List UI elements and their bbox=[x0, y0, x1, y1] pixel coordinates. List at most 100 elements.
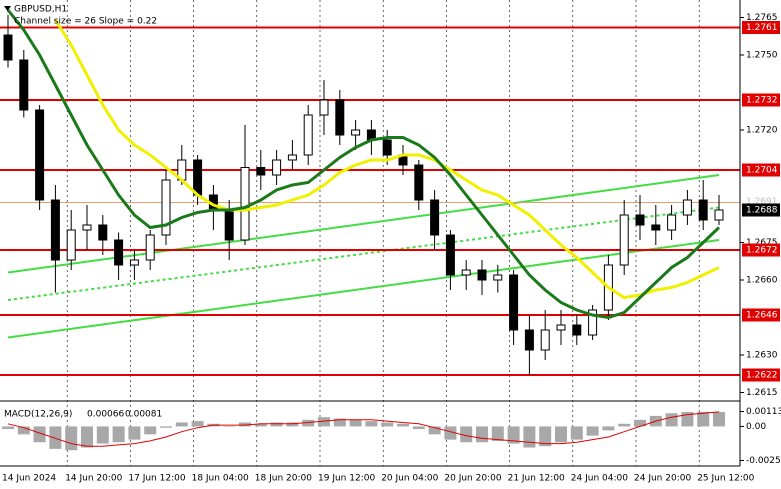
bar bbox=[634, 419, 646, 427]
level-label: 1.2672 bbox=[746, 246, 778, 256]
candle-body bbox=[35, 109, 45, 201]
candle-body bbox=[319, 99, 329, 116]
macd-value: 0.00066 bbox=[87, 410, 124, 420]
bar bbox=[349, 419, 362, 427]
x-tick-label: 24 Jun 04:00 bbox=[571, 474, 628, 484]
candle-body bbox=[335, 99, 345, 136]
bar bbox=[81, 426, 93, 448]
level-label: 1.2646 bbox=[746, 311, 778, 321]
chart-subtitle: Channel size = 26 Slope = 0.22 bbox=[14, 17, 157, 27]
bar bbox=[112, 426, 125, 443]
y-tick-label: 1.2615 bbox=[746, 388, 778, 398]
x-tick-label: 17 Jun 12:00 bbox=[128, 474, 185, 484]
candle-body bbox=[351, 129, 361, 136]
candle-body bbox=[145, 234, 155, 261]
candle-body bbox=[414, 164, 424, 201]
level-label-bg bbox=[742, 308, 780, 322]
bar bbox=[539, 426, 552, 447]
line bbox=[7, 174, 720, 274]
bid-label: 1.2688 bbox=[746, 206, 778, 216]
chart-title: GBPUSD,H1 bbox=[14, 5, 67, 15]
level-label-bg bbox=[742, 243, 780, 257]
macd-title: MACD(12,26,9) bbox=[4, 410, 72, 420]
bar bbox=[713, 411, 725, 427]
candle-body bbox=[667, 214, 677, 231]
candle-body bbox=[193, 159, 203, 196]
candle-body bbox=[272, 159, 282, 176]
candle-body bbox=[287, 154, 297, 161]
candle-body bbox=[477, 269, 487, 281]
bar bbox=[555, 426, 567, 443]
candle-body bbox=[714, 209, 724, 221]
candle-body bbox=[303, 114, 313, 156]
bar bbox=[254, 423, 267, 427]
bar bbox=[128, 426, 141, 440]
y-tick-label: 1.2630 bbox=[746, 351, 778, 361]
x-tick-label: 21 Jun 12:00 bbox=[508, 474, 565, 484]
candle-body bbox=[635, 214, 645, 226]
line bbox=[7, 239, 720, 339]
level-label: 1.2761 bbox=[746, 23, 778, 33]
level-label-bg bbox=[742, 93, 780, 107]
candle-body bbox=[651, 224, 661, 231]
y-tick-label: 1.2720 bbox=[746, 126, 778, 136]
candle-body bbox=[66, 229, 76, 261]
bar bbox=[507, 426, 520, 444]
bar bbox=[144, 426, 157, 435]
candle-body bbox=[82, 224, 92, 231]
bar bbox=[17, 426, 30, 435]
x-tick-label: 24 Jun 20:00 bbox=[634, 474, 691, 484]
bar bbox=[460, 426, 473, 443]
y-tick-label: 1.2765 bbox=[746, 13, 778, 23]
candle-body bbox=[114, 239, 124, 266]
x-tick-label: 19 Jun 12:00 bbox=[318, 474, 375, 484]
bar bbox=[175, 422, 188, 427]
candle-body bbox=[493, 274, 503, 281]
level-label-bg bbox=[742, 21, 780, 34]
candle-body bbox=[98, 224, 108, 241]
candle-body bbox=[430, 199, 440, 236]
bar bbox=[2, 426, 14, 430]
price-panel bbox=[0, 9, 740, 376]
bar bbox=[665, 413, 678, 427]
bar bbox=[318, 417, 330, 427]
bar bbox=[397, 423, 409, 427]
bar bbox=[428, 426, 441, 435]
bar bbox=[586, 426, 599, 436]
y-tick-label: 0.00 bbox=[746, 422, 766, 432]
bar bbox=[33, 426, 46, 443]
macd-panel bbox=[2, 411, 725, 451]
bar bbox=[160, 426, 172, 428]
level-label-bg bbox=[742, 368, 780, 382]
bar bbox=[412, 426, 425, 430]
candle-body bbox=[3, 34, 13, 61]
candle-body bbox=[588, 309, 598, 336]
candle-body bbox=[509, 274, 519, 331]
bar bbox=[476, 426, 488, 443]
candle-body bbox=[572, 324, 582, 336]
bar bbox=[491, 426, 504, 441]
x-tick-label: 20 Jun 20:00 bbox=[444, 474, 501, 484]
candle-body bbox=[129, 259, 139, 266]
candle-body bbox=[224, 209, 234, 241]
bar bbox=[49, 426, 62, 449]
bar bbox=[697, 411, 710, 427]
bar bbox=[365, 421, 378, 427]
symbol-icon bbox=[4, 6, 11, 11]
y-tick-label: 1.2675 bbox=[746, 238, 778, 248]
ask-label: 1.2691 bbox=[746, 197, 778, 207]
bar bbox=[270, 422, 283, 427]
line bbox=[54, 19, 720, 300]
x-tick-label: 20 Jun 04:00 bbox=[381, 474, 438, 484]
bar bbox=[302, 419, 315, 427]
line bbox=[6, 9, 721, 320]
candle-body bbox=[256, 167, 266, 176]
candle-body bbox=[619, 214, 629, 266]
candle-body bbox=[524, 329, 534, 351]
candle-body bbox=[698, 199, 708, 221]
y-tick-label: 0.00113 bbox=[746, 407, 781, 417]
x-tick-label: 18 Jun 04:00 bbox=[192, 474, 249, 484]
candle-body bbox=[19, 59, 29, 111]
x-tick-label: 14 Jun 20:00 bbox=[65, 474, 122, 484]
